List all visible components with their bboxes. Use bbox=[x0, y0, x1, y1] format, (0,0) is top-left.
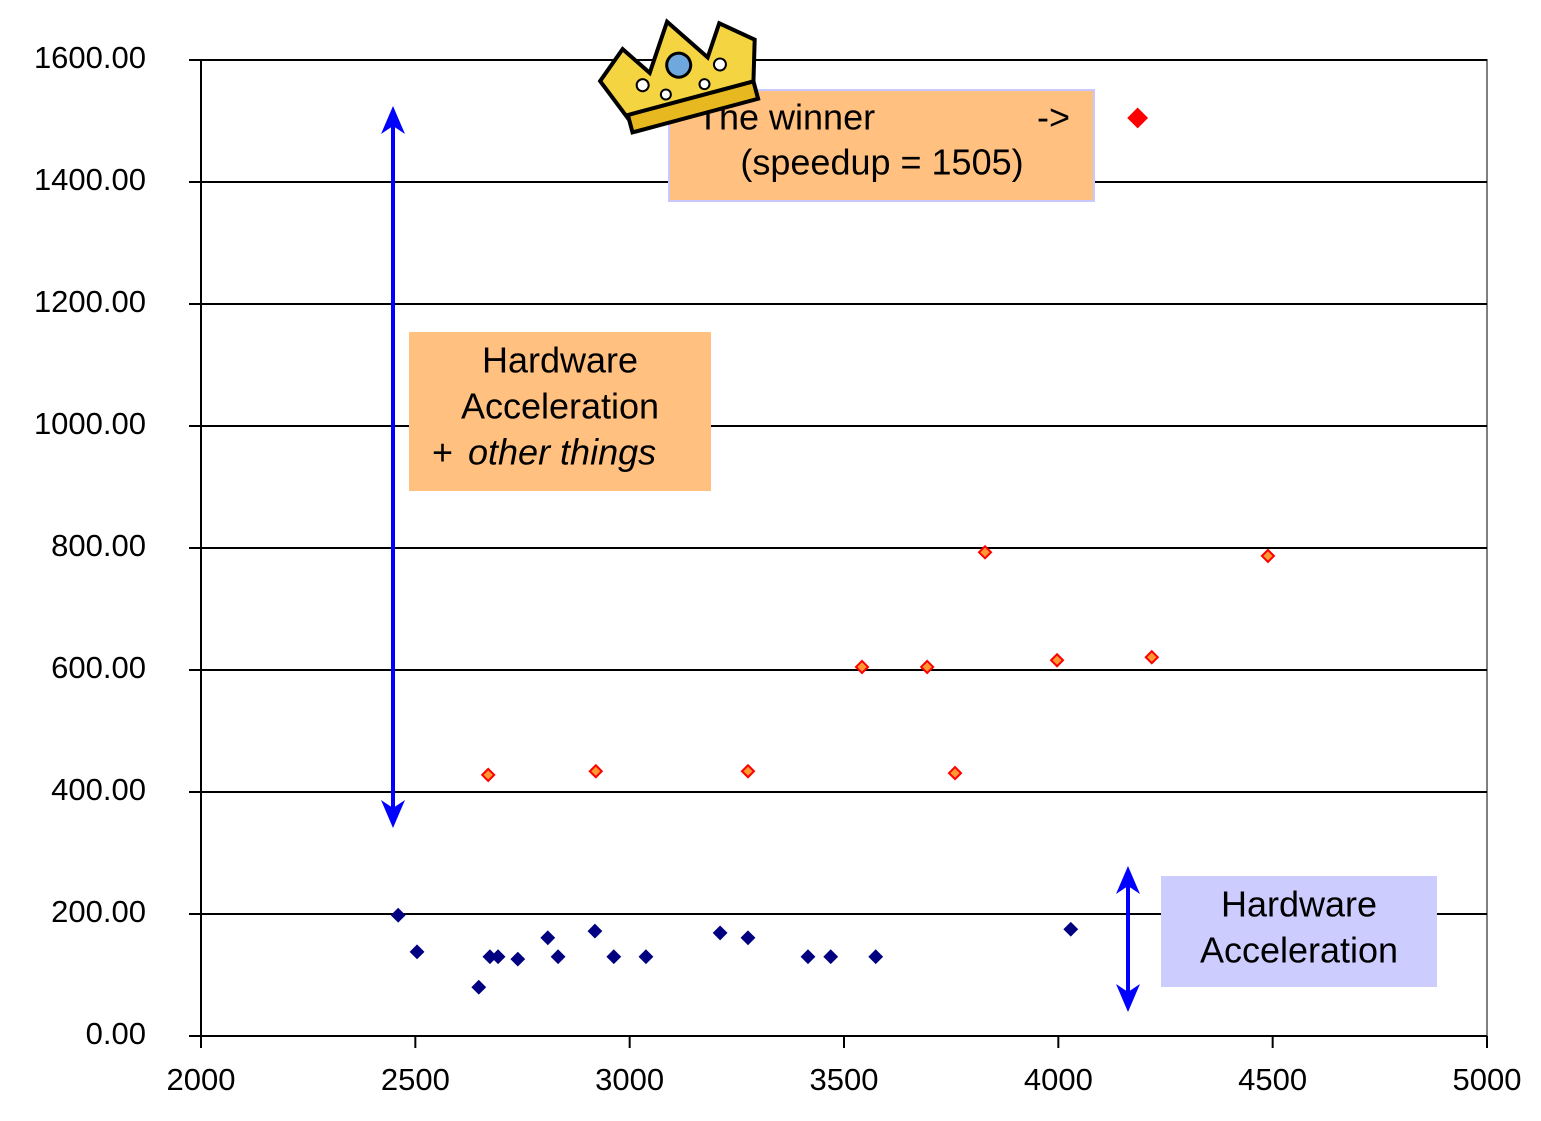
x-tick-label: 3500 bbox=[810, 1062, 879, 1097]
data-point bbox=[473, 981, 485, 993]
annotation: -> bbox=[1037, 97, 1070, 138]
data-point bbox=[482, 769, 494, 781]
data-point bbox=[921, 661, 933, 673]
data-point bbox=[714, 927, 726, 939]
data-point bbox=[1065, 923, 1077, 935]
annotation: (speedup = 1505) bbox=[740, 142, 1023, 183]
page: 0.00 200.00 400.00 600.00 800.00 1000.00 1200.… bbox=[0, 0, 1541, 1121]
data-point bbox=[825, 951, 837, 963]
data-point bbox=[552, 951, 564, 963]
chart: 0.00 200.00 400.00 600.00 800.00 1000.00 1200.… bbox=[0, 0, 1541, 1121]
y-tick-label: 1600.00 bbox=[34, 40, 146, 75]
data-point bbox=[590, 765, 602, 777]
data-point bbox=[640, 951, 652, 963]
y-tick-label: 0.00 bbox=[86, 1016, 146, 1051]
annotation: Hardware bbox=[1221, 884, 1377, 925]
data-point bbox=[949, 767, 961, 779]
data-point bbox=[856, 661, 868, 673]
x-tick-label: 2500 bbox=[381, 1062, 450, 1097]
data-point bbox=[1146, 651, 1158, 663]
y-tick-label: 800.00 bbox=[51, 528, 146, 563]
data-point bbox=[392, 909, 404, 921]
data-point bbox=[1051, 654, 1063, 666]
data-point bbox=[608, 951, 620, 963]
data-point bbox=[492, 951, 504, 963]
annotation: Acceleration bbox=[1200, 930, 1398, 971]
data-point bbox=[512, 953, 524, 965]
data-point bbox=[542, 932, 554, 944]
annotation: other things bbox=[468, 432, 656, 473]
data-point bbox=[589, 925, 601, 937]
y-tick-label: 200.00 bbox=[51, 894, 146, 929]
data-point bbox=[802, 951, 814, 963]
annotation: Acceleration bbox=[461, 386, 659, 427]
data-point bbox=[742, 765, 754, 777]
data-point bbox=[1262, 550, 1274, 562]
y-tick-label: 1000.00 bbox=[34, 406, 146, 441]
x-tick-label: 5000 bbox=[1453, 1062, 1522, 1097]
annotation: Hardware bbox=[482, 340, 638, 381]
y-tick-label: 400.00 bbox=[51, 772, 146, 807]
arrow bbox=[1116, 866, 1140, 1012]
x-tick-label: 4500 bbox=[1238, 1062, 1307, 1097]
data-point bbox=[1129, 109, 1147, 127]
y-tick-label: 1400.00 bbox=[34, 162, 146, 197]
x-tick-label: 2000 bbox=[167, 1062, 236, 1097]
x-tick-label: 3000 bbox=[595, 1062, 664, 1097]
data-point bbox=[411, 946, 423, 958]
annotation: + bbox=[432, 432, 453, 473]
data-point bbox=[870, 951, 882, 963]
y-tick-label: 600.00 bbox=[51, 650, 146, 685]
arrow bbox=[381, 106, 405, 828]
x-tick-label: 4000 bbox=[1024, 1062, 1093, 1097]
y-tick-label: 1200.00 bbox=[34, 284, 146, 319]
data-point bbox=[742, 932, 754, 944]
